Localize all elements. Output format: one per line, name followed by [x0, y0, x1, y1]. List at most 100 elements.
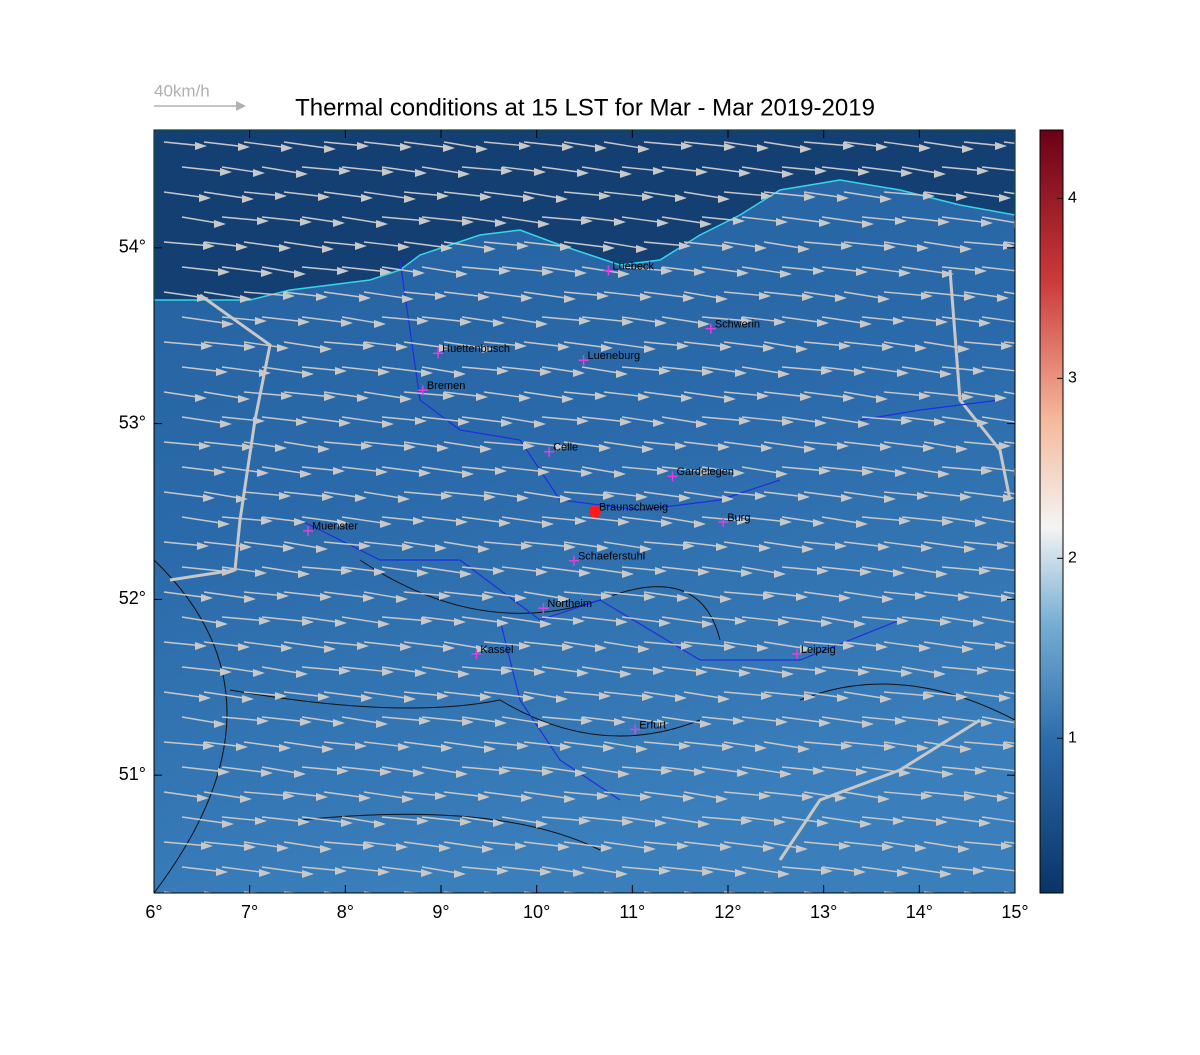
wind-arrow-head [636, 745, 648, 753]
wind-arrow-head [958, 845, 970, 853]
wind-arrow-head [958, 593, 970, 601]
wind-arrow-head [441, 492, 453, 500]
city-label: Celle [553, 442, 578, 454]
wind-arrow-head [657, 467, 669, 475]
wind-arrow-head [636, 245, 648, 253]
wind-arrow-head [197, 294, 209, 302]
wind-arrow-head [378, 868, 390, 876]
wind-arrow-head [741, 317, 753, 325]
wind-arrow-head [236, 495, 248, 503]
wind-arrow-head [216, 368, 228, 376]
wind-arrow-head [281, 144, 293, 152]
wind-arrow-head [661, 267, 673, 275]
wind-arrow-head [195, 142, 207, 150]
wind-arrow-head [603, 492, 615, 500]
wind-arrow-head [456, 518, 468, 526]
wind-arrow-head [435, 544, 447, 552]
wind-arrow-head [316, 793, 328, 801]
wind-arrow-head [1022, 568, 1034, 576]
wind-arrow-head [601, 344, 613, 352]
wind-arrow-head [862, 220, 874, 228]
wind-arrow-head [798, 245, 810, 253]
wind-arrow-head [277, 344, 289, 352]
wind-arrow-head [858, 420, 870, 428]
wind-arrow-head [737, 517, 749, 525]
wind-arrow-shaft [981, 366, 1015, 372]
wind-arrow-head [763, 344, 775, 352]
wind-arrow-head [897, 617, 909, 625]
wind-arrow-shaft [1003, 741, 1015, 745]
wind-arrow-head [242, 195, 254, 203]
wind-arrow-head [359, 542, 371, 550]
wind-arrow-head [441, 744, 453, 752]
wind-arrow-head [856, 768, 868, 776]
wind-arrow-head [700, 220, 712, 228]
wind-arrow-head [964, 793, 976, 801]
wind-arrow-head [960, 745, 972, 753]
wind-arrow-head [698, 568, 710, 576]
colorbar-tick-label: 3 [1068, 370, 1077, 387]
wind-arrow-head [501, 419, 513, 427]
wind-arrow-head [359, 794, 371, 802]
map-title: Thermal conditions at 15 LST for Mar - M… [295, 94, 875, 121]
wind-arrow-head [884, 243, 896, 251]
wind-arrow-shaft [981, 416, 1015, 423]
wind-arrow-head [876, 643, 888, 651]
wind-arrow-head [556, 195, 568, 203]
wind-arrow-head [542, 520, 554, 528]
wind-arrow-head [253, 669, 265, 677]
wind-arrow-head [973, 619, 985, 627]
wind-arrow-head [495, 219, 507, 227]
wind-arrow-head [357, 894, 369, 902]
wind-arrow-head [458, 418, 470, 426]
wind-arrow-head [257, 469, 269, 477]
wind-arrow-head [493, 567, 505, 575]
wind-arrow-head [376, 468, 388, 476]
wind-arrow-head [921, 544, 933, 552]
wind-arrow-head [396, 343, 408, 351]
wind-arrow-head [995, 642, 1007, 650]
wind-arrow-head [419, 469, 431, 477]
wind-arrow-head [681, 642, 693, 650]
wind-arrow-head [677, 342, 689, 350]
wind-arrow-head [281, 644, 293, 652]
wind-arrow-head [333, 467, 345, 475]
wind-arrow-head [1016, 868, 1028, 876]
wind-arrow-shaft [1003, 841, 1015, 844]
x-tick-label: 9° [432, 902, 449, 922]
wind-arrow-head [841, 742, 853, 750]
wind-arrow-head [437, 444, 449, 452]
wind-arrow-head [895, 717, 907, 725]
wind-arrow-head [800, 393, 812, 401]
wind-arrow-head [339, 167, 351, 175]
wind-arrow-head [702, 620, 714, 628]
wind-arrow-head [361, 694, 373, 702]
wind-arrow-shaft [981, 666, 1015, 672]
colorbar-tick-label: 4 [1068, 190, 1077, 207]
wind-arrow-head [515, 342, 527, 350]
wind-arrow-head [439, 344, 451, 352]
wind-arrow-head [443, 644, 455, 652]
wind-arrow-head [657, 219, 669, 227]
wind-arrow-head [517, 742, 529, 750]
wind-arrow-head [380, 520, 392, 528]
wind-arrow-head [915, 844, 927, 852]
wind-arrow-head [240, 295, 252, 303]
wind-arrow-head [1022, 820, 1034, 828]
wind-arrow-head [837, 694, 849, 702]
wind-arrow-head [938, 218, 950, 226]
wind-arrow-head [595, 392, 607, 400]
wind-arrow-shaft [981, 316, 1015, 323]
wind-arrow-head [279, 492, 291, 500]
wind-arrow-head [956, 193, 968, 201]
wind-arrow-head [778, 870, 790, 878]
wind-arrow-head [523, 194, 535, 202]
wind-arrow-head [417, 569, 429, 577]
wind-arrow-head [759, 544, 771, 552]
wind-arrow-head [737, 269, 749, 277]
wind-arrow-head [261, 769, 273, 777]
wind-arrow-head [718, 443, 730, 451]
wind-arrow-head [363, 594, 375, 602]
wind-arrow-head [302, 618, 314, 626]
wind-arrow-head [341, 319, 353, 327]
